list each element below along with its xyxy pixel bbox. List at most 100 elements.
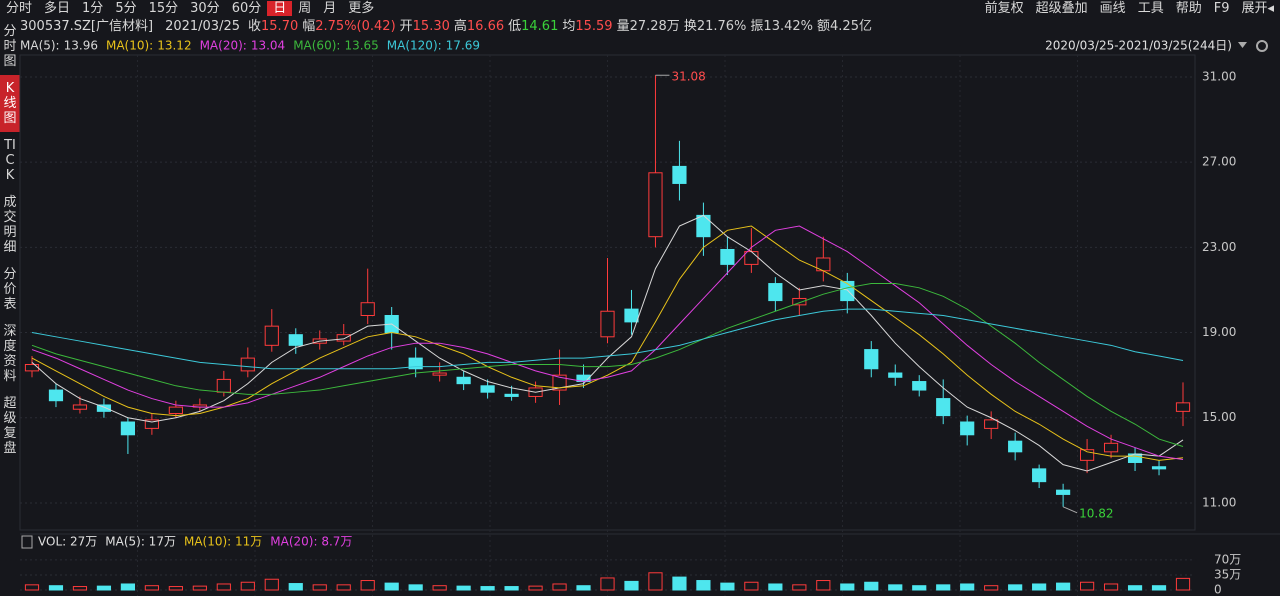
period-tab[interactable]: 月 xyxy=(323,1,337,16)
volume-bar xyxy=(432,585,447,591)
period-tab[interactable]: 60分 xyxy=(231,1,262,16)
candle-body xyxy=(240,357,255,372)
quote-label: 额 xyxy=(817,19,831,34)
legend-name: MA(5): xyxy=(20,39,60,53)
quote-label: 均 xyxy=(562,19,576,34)
volume-bar xyxy=(1008,584,1023,591)
tool-button[interactable]: 工具 xyxy=(1137,1,1164,16)
ma-line xyxy=(31,214,1184,472)
quote-label: 振 xyxy=(750,19,764,34)
tool-button[interactable]: 画线 xyxy=(1099,1,1126,16)
quote-value: 15.70 xyxy=(261,19,299,34)
legend-value: 13.96 xyxy=(64,39,98,53)
volume-bar xyxy=(96,585,112,591)
quote-label: 开 xyxy=(399,19,413,34)
volume-bar xyxy=(1032,583,1047,591)
side-tab[interactable]: TICK xyxy=(4,138,16,183)
tool-button[interactable]: 展开◂ xyxy=(1241,1,1274,16)
quote-field: 幅2.75%(0.42) xyxy=(302,19,395,34)
quote-field: 开15.30 xyxy=(400,19,450,34)
volume-bar xyxy=(864,581,879,591)
volume-bar xyxy=(48,585,64,591)
tool-button[interactable]: 超级叠加 xyxy=(1035,1,1088,16)
legend-name: MA(120): xyxy=(387,39,442,53)
volume-bar xyxy=(792,584,807,591)
candle-body xyxy=(456,376,471,385)
quote-label: 高 xyxy=(453,19,467,34)
candle-body xyxy=(1056,489,1071,495)
volume-bar xyxy=(456,585,471,591)
legend-value: 13.12 xyxy=(157,39,191,53)
candle-body xyxy=(1151,466,1167,470)
candle-body xyxy=(504,393,519,397)
volume-bar xyxy=(1175,577,1191,591)
quote-field: 振13.42% xyxy=(750,19,813,34)
quote-row: 300537.SZ[广信材料] 2021/03/25 收15.70 幅2.75%(0.… xyxy=(20,18,876,36)
ma-line xyxy=(31,308,1184,370)
candle-body xyxy=(288,334,303,346)
candle-body xyxy=(792,297,807,306)
volume-bar xyxy=(1056,582,1071,591)
volume-bar xyxy=(1103,583,1119,591)
date-range: 2020/03/25-2021/03/25(244日) xyxy=(1045,39,1232,53)
quote-field: 换21.76% xyxy=(684,19,747,34)
y-tick-label: 15.00 xyxy=(1202,410,1236,424)
candle-body xyxy=(696,214,711,238)
quote-value: 4.25亿 xyxy=(830,19,872,34)
tool-button[interactable]: 前复权 xyxy=(984,1,1024,16)
candle-body xyxy=(864,349,879,370)
volume-bar xyxy=(312,584,327,591)
dropdown-arrow xyxy=(1238,42,1247,48)
quote-field: 均15.59 xyxy=(562,19,612,34)
volume-bar xyxy=(960,583,975,591)
quote-value: 13.42% xyxy=(763,19,813,34)
period-tab[interactable]: 更多 xyxy=(348,1,375,16)
period-tab[interactable]: 日 xyxy=(267,1,293,16)
period-tab[interactable]: 1分 xyxy=(82,1,104,16)
period-tab[interactable]: 5分 xyxy=(115,1,137,16)
candle-body xyxy=(120,421,136,436)
period-tab[interactable]: 多日 xyxy=(44,1,71,16)
tool-button[interactable]: 帮助 xyxy=(1175,1,1202,16)
volume-bar xyxy=(264,578,279,591)
date: 2021/03/25 xyxy=(165,19,240,34)
volume-bar xyxy=(984,585,999,591)
settings-icon xyxy=(1256,40,1268,52)
period-tab[interactable]: 分时 xyxy=(6,1,33,16)
legend-value: 13.04 xyxy=(251,39,285,53)
candle-body xyxy=(912,381,927,391)
volume-bar xyxy=(24,584,40,591)
volume-bar xyxy=(1127,585,1143,591)
candle-body xyxy=(408,357,423,370)
quote-value: 14.61 xyxy=(521,19,559,34)
candle-body xyxy=(960,421,975,436)
volume-bar xyxy=(240,581,255,591)
candle-body xyxy=(552,374,567,391)
period-tab[interactable]: 15分 xyxy=(148,1,179,16)
quote-field: 低14.61 xyxy=(508,19,558,34)
volume-bar xyxy=(600,577,615,591)
side-tab[interactable]: 超级复盘 xyxy=(3,396,17,456)
side-tab[interactable]: 成交明细 xyxy=(3,195,17,255)
toolbar: 分时 多日 1分 5分 15分 30分 60分日周月更多 前复权 超级叠加 画线 工具 帮助 F9 展开◂ xyxy=(0,0,1280,18)
side-tab[interactable]: K线图 xyxy=(0,75,20,132)
volume-bar xyxy=(408,584,423,591)
volume-bar xyxy=(768,583,783,591)
quote-value: 21.76% xyxy=(696,19,747,34)
volume-legend: MA(20): 8.7万 xyxy=(270,535,352,549)
volume-bar xyxy=(576,585,591,591)
side-tab[interactable]: 深度资料 xyxy=(3,324,17,384)
side-tab[interactable]: 分价表 xyxy=(3,267,17,312)
period-tab[interactable]: 30分 xyxy=(190,1,220,16)
candle-body xyxy=(720,248,735,265)
candle-body xyxy=(72,404,88,410)
tool-button[interactable]: F9 xyxy=(1213,1,1230,16)
volume-bar xyxy=(120,583,136,591)
quote-label: 收 xyxy=(248,19,262,34)
quote-label: 量 xyxy=(616,19,630,34)
side-tab[interactable]: 分时图 xyxy=(3,24,17,69)
candle-body xyxy=(48,389,64,402)
period-tab[interactable]: 周 xyxy=(298,1,312,16)
volume-bar xyxy=(192,585,207,591)
candle-body xyxy=(360,302,375,317)
